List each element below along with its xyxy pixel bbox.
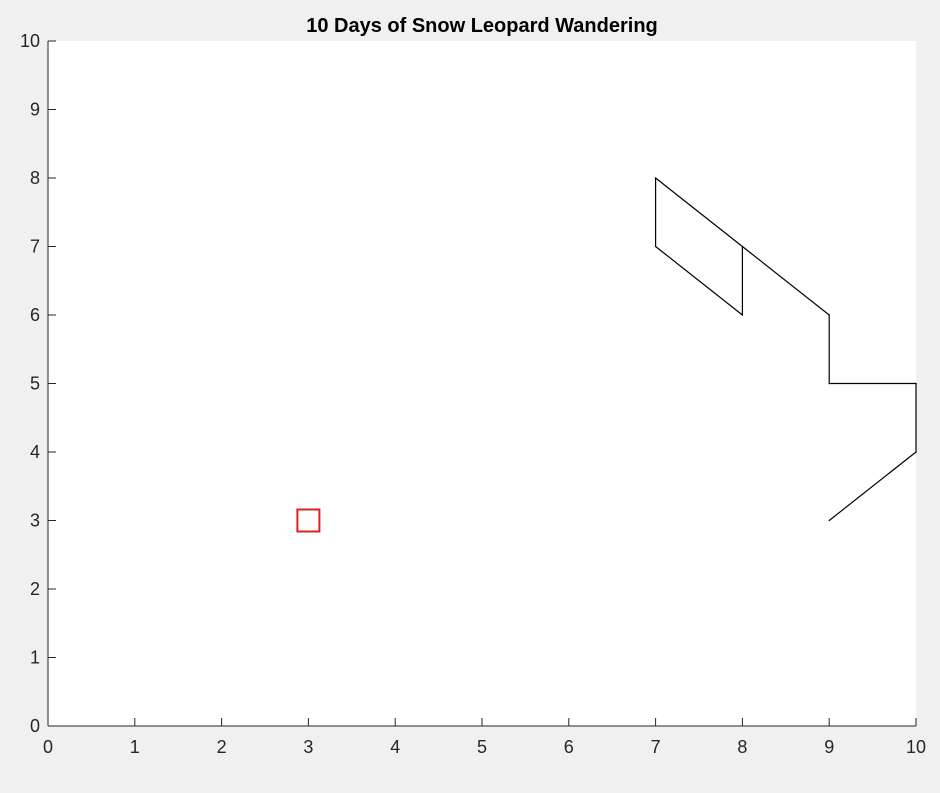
series-0: [654, 177, 917, 522]
series-0-segment-6: [654, 245, 744, 316]
x-tick-label-8: 8: [737, 737, 747, 757]
x-tick-label-6: 6: [564, 737, 574, 757]
plot-area: [48, 41, 916, 726]
chart-title: 10 Days of Snow Leopard Wandering: [306, 15, 658, 37]
y-tick-label-6: 6: [30, 305, 40, 325]
x-tick-label-2: 2: [217, 737, 227, 757]
y-tick-label-8: 8: [30, 168, 40, 188]
series-1: [296, 508, 321, 533]
y-tick-label-9: 9: [30, 100, 40, 120]
y-tick-label-3: 3: [30, 511, 40, 531]
series-0-segment-0: [828, 451, 917, 522]
x-tick-label-7: 7: [651, 737, 661, 757]
y-tick-label-0: 0: [30, 716, 40, 736]
x-tick-label-0: 0: [43, 737, 53, 757]
series-0-segment-8: [654, 177, 744, 248]
x-tick-label-5: 5: [477, 737, 487, 757]
series-1-marker-0: [296, 508, 321, 533]
y-tick-label-7: 7: [30, 237, 40, 257]
ticks-layer: 0 1 2 3 4 5 6 7 8 9 10 0 1 2 3 4 5 6 7 8 9 10: [20, 31, 926, 757]
x-tick-label-9: 9: [824, 737, 834, 757]
y-tick-label-5: 5: [30, 374, 40, 394]
y-tick-label-2: 2: [30, 579, 40, 599]
y-tick-label-10: 10: [20, 31, 40, 51]
x-tick-label-1: 1: [130, 737, 140, 757]
x-tick-label-3: 3: [303, 737, 313, 757]
y-tick-label-4: 4: [30, 442, 40, 462]
series-0-segment-4: [741, 245, 831, 316]
series-layer: [296, 177, 917, 533]
x-tick-label-4: 4: [390, 737, 400, 757]
y-tick-label-1: 1: [30, 648, 40, 668]
x-tick-label-10: 10: [906, 737, 926, 757]
